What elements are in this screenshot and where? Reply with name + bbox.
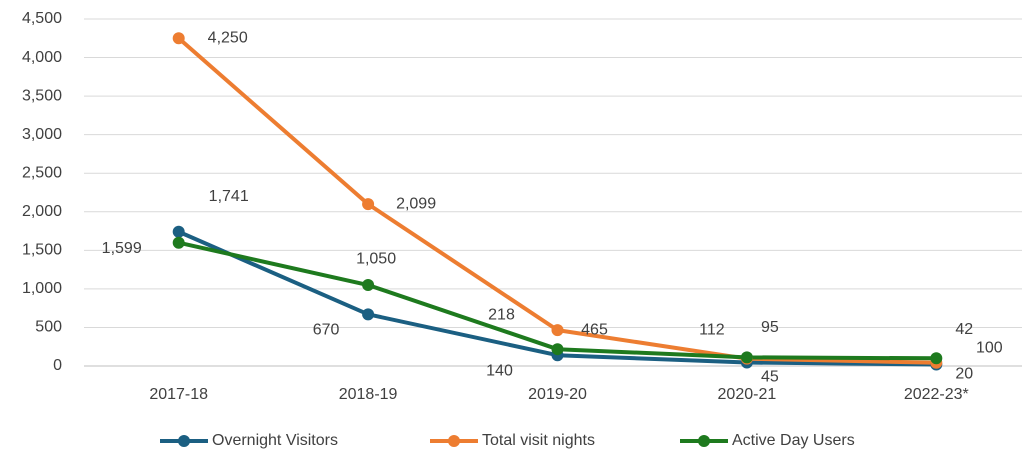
data-label: 1,050 <box>356 250 396 267</box>
data-label: 112 <box>699 322 725 339</box>
data-label: 1,741 <box>209 188 249 205</box>
point <box>930 352 943 365</box>
series-line <box>178 240 937 361</box>
y-tick-label: 2,000 <box>22 203 62 220</box>
x-tick-label: 2019-20 <box>528 386 587 403</box>
data-label: 20 <box>955 366 973 383</box>
x-tick-label: 2018-19 <box>339 386 398 403</box>
y-tick-label: 4,500 <box>22 10 62 27</box>
y-tick-label: 0 <box>53 357 62 374</box>
y-tick-label: 4,000 <box>22 49 62 66</box>
y-tick-label: 500 <box>35 319 62 336</box>
data-label: 4,250 <box>208 29 248 46</box>
data-label: 2,099 <box>396 195 436 212</box>
legend-marker <box>698 435 710 447</box>
point <box>172 236 185 249</box>
data-label: 45 <box>761 369 779 386</box>
series-line <box>177 36 937 365</box>
data-label: 140 <box>486 362 513 379</box>
data-label: 95 <box>761 319 779 336</box>
legend-label: Total visit nights <box>482 432 595 449</box>
point <box>551 343 564 356</box>
point <box>362 198 375 211</box>
point <box>172 225 185 238</box>
y-tick-label: 1,500 <box>22 242 62 259</box>
data-label: 465 <box>581 321 608 338</box>
legend-label: Active Day Users <box>732 432 855 449</box>
y-tick-label: 3,000 <box>22 126 62 143</box>
data-label: 100 <box>976 340 1003 357</box>
point <box>362 308 375 321</box>
data-label: 670 <box>313 322 340 339</box>
data-label: 1,599 <box>102 240 142 257</box>
y-tick-label: 2,500 <box>22 164 62 181</box>
y-tick-label: 1,000 <box>22 280 62 297</box>
data-label: 42 <box>955 321 973 338</box>
data-label: 218 <box>488 306 515 323</box>
point <box>172 32 185 45</box>
x-tick-label: 2020-21 <box>718 386 777 403</box>
point <box>551 324 564 337</box>
point <box>362 279 375 292</box>
legend-marker <box>448 435 460 447</box>
legend-label: Overnight Visitors <box>212 432 338 449</box>
x-tick-label: 2022-23* <box>904 386 969 403</box>
x-tick-label: 2017-18 <box>149 386 208 403</box>
point <box>740 351 753 364</box>
y-tick-label: 3,500 <box>22 87 62 104</box>
legend-marker <box>178 435 190 447</box>
